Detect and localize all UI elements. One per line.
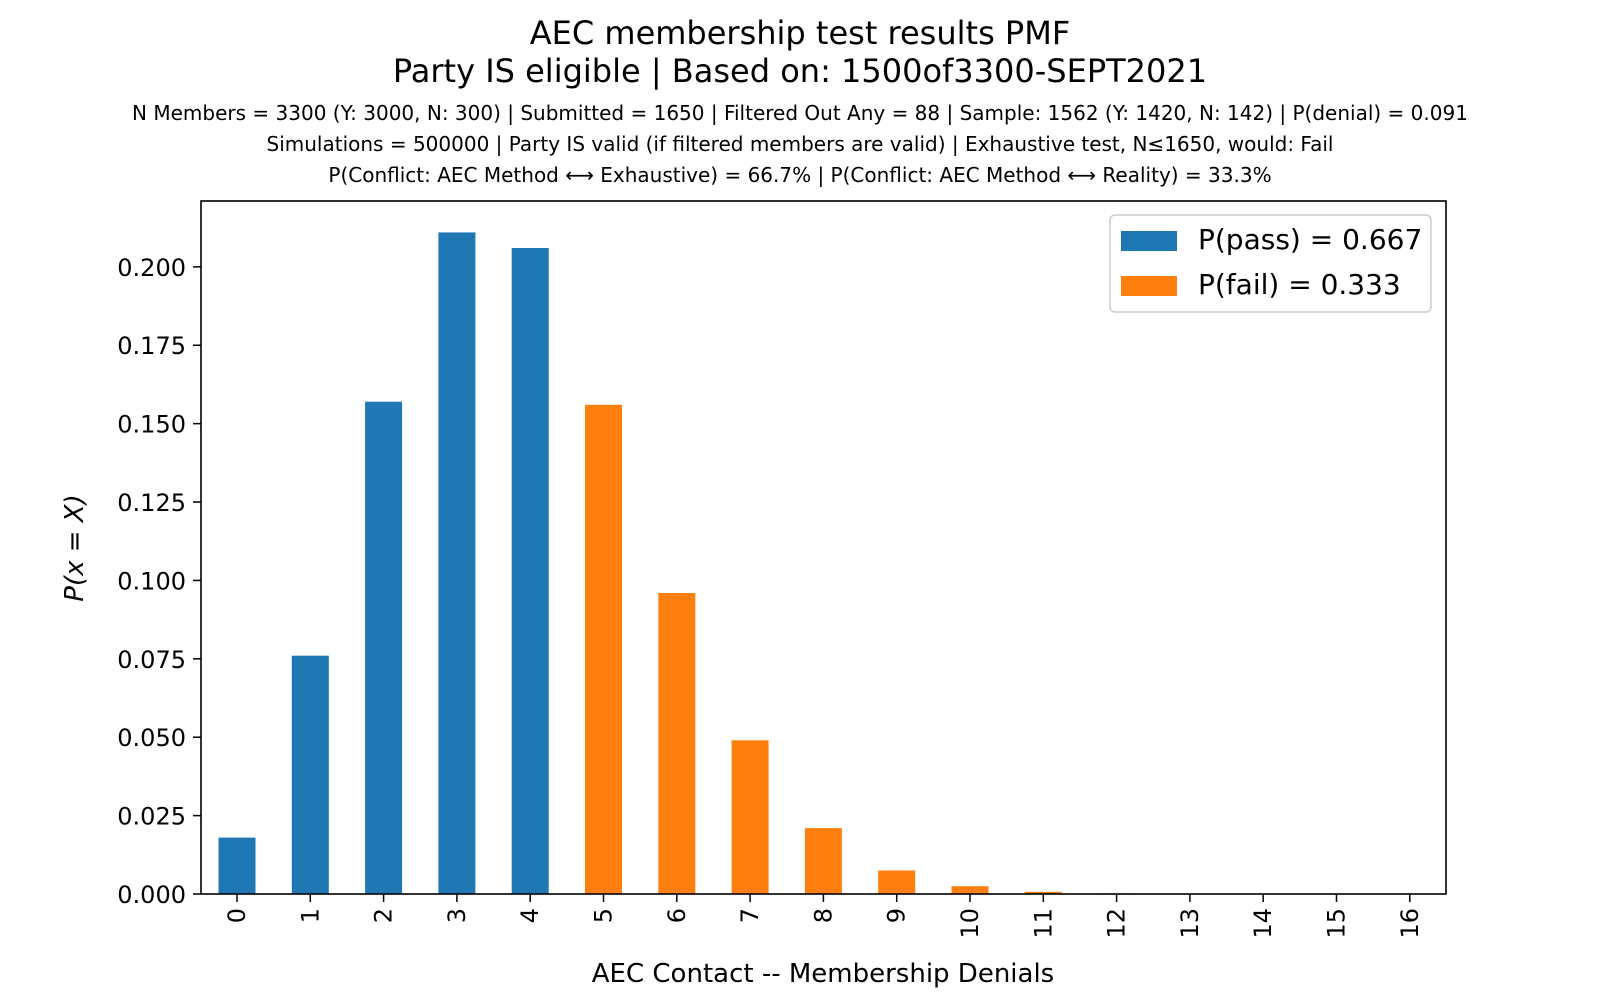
- x-tick-label: 9: [883, 908, 911, 923]
- chart-subtitle-line1: N Members = 3300 (Y: 3000, N: 300) | Sub…: [132, 101, 1468, 125]
- x-tick-label: 2: [370, 908, 398, 923]
- legend: P(pass) = 0.667 P(fail) = 0.333: [1109, 214, 1432, 313]
- plot-frame: [200, 200, 1447, 895]
- y-tick-label: 0.175: [117, 332, 186, 360]
- bar-pass-0: [218, 837, 256, 894]
- x-tick-label: 6: [663, 908, 691, 923]
- y-tick-label: 0.025: [117, 803, 186, 831]
- x-tick-label: 11: [1029, 908, 1057, 939]
- bar-fail-10: [951, 886, 989, 894]
- bar-pass-3: [438, 232, 476, 894]
- bar-pass-2: [365, 401, 403, 894]
- x-tick-label: 10: [956, 908, 984, 939]
- x-tick-label: 15: [1323, 908, 1351, 939]
- x-axis-label: AEC Contact -- Membership Denials: [592, 959, 1054, 989]
- y-axis: 0.000 0.025 0.050 0.075 0.100 0.125 0.150 0.175…: [117, 254, 201, 909]
- x-tick-label: 14: [1249, 908, 1277, 939]
- x-tick-label: 4: [516, 908, 544, 923]
- y-tick-label: 0.100: [117, 567, 186, 595]
- bar-fail-9: [878, 870, 916, 894]
- legend-swatch-pass: [1121, 231, 1177, 251]
- bar-fail-6: [658, 593, 696, 894]
- y-tick-label: 0.125: [117, 489, 186, 517]
- y-axis-label: P(x = X): [60, 494, 90, 601]
- legend-label-pass: P(pass) = 0.667: [1198, 223, 1422, 256]
- legend-box: [1109, 214, 1432, 313]
- x-tick-label: 1: [296, 908, 324, 923]
- bar-fail-5: [585, 404, 622, 894]
- x-axis: 0 1 2 3 4 5 6 7 8 9 10 11 12 13 14 15 16: [223, 894, 1424, 939]
- y-tick-label: 0.000: [117, 881, 186, 909]
- x-tick-label: 12: [1103, 908, 1131, 939]
- x-tick-label: 3: [443, 908, 471, 923]
- x-tick-label: 8: [809, 908, 837, 923]
- bar-fail-8: [804, 828, 842, 894]
- y-tick-label: 0.075: [117, 646, 186, 674]
- bar-fail-7: [731, 740, 769, 894]
- y-tick-label: 0.150: [117, 411, 186, 439]
- x-tick-label: 13: [1176, 908, 1204, 939]
- x-tick-label: 7: [736, 908, 764, 923]
- bar-fail-11: [1024, 891, 1062, 894]
- x-tick-label: 0: [223, 908, 251, 923]
- chart-subtitle-line2: Simulations = 500000 | Party IS valid (i…: [266, 132, 1334, 156]
- chart-title-line2: Party IS eligible | Based on: 1500of3300…: [392, 52, 1208, 90]
- bars-group: [218, 232, 1282, 895]
- legend-label-fail: P(fail) = 0.333: [1198, 268, 1401, 301]
- x-tick-label: 5: [590, 908, 618, 923]
- chart-subtitle-line3: P(Conflict: AEC Method ⟷ Exhaustive) = 6…: [328, 163, 1272, 187]
- bar-pass-1: [291, 655, 329, 894]
- x-tick-label: 16: [1396, 908, 1424, 939]
- y-tick-label: 0.200: [117, 254, 186, 282]
- y-tick-label: 0.050: [117, 724, 186, 752]
- legend-swatch-fail: [1121, 276, 1177, 296]
- chart-title: AEC membership test results PMF: [529, 14, 1071, 52]
- bar-pass-4: [511, 248, 549, 894]
